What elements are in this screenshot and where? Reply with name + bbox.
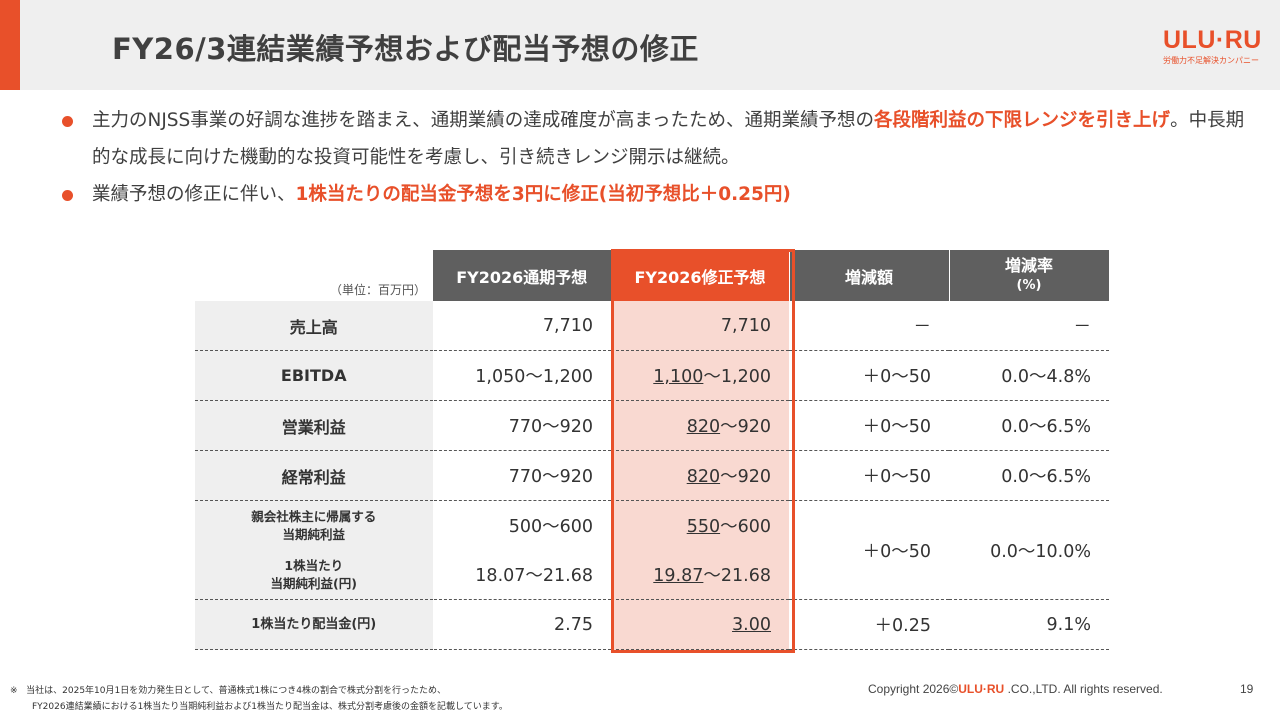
bullet-text: 主力のNJSS事業の好調な進捗を踏まえ、通期業績の達成確度が高まったため、通期業…: [92, 110, 875, 131]
copyright-logo: ULU·RU: [958, 682, 1005, 696]
header-band: [20, 0, 1280, 90]
header-rate-line1: 増減率: [1004, 255, 1053, 275]
revised-text: ～1,200: [703, 367, 771, 387]
table-row: 経常利益 770～920 820～920 ＋0～50 0.0～6.5%: [195, 450, 1109, 501]
page-number: 19: [1240, 682, 1254, 696]
bullet-text: 業績予想の修正に伴い、: [92, 184, 296, 205]
revised-value: 820～920: [611, 400, 789, 451]
rate-value: 0.0～6.5%: [949, 450, 1109, 501]
header-plan: FY2026通期予想: [433, 250, 612, 301]
header-rate: 増減率 (%): [949, 250, 1110, 301]
plan-value: 500～600: [508, 517, 593, 537]
table-row: 1株当たり配当金(円) 2.75 3.00 ＋0.25 9.1%: [195, 599, 1109, 650]
summary-bullets: 主力のNJSS事業の好調な進捗を踏まえ、通期業績の達成確度が高まったため、通期業…: [62, 102, 1252, 213]
header-corner: [195, 250, 433, 301]
header-revised: FY2026修正予想: [611, 250, 790, 301]
header-rate-line2: (%): [1016, 277, 1042, 293]
table-row: 営業利益 770～920 820～920 ＋0～50 0.0～6.5%: [195, 400, 1109, 451]
row-label-line2: 当期純利益: [282, 526, 345, 542]
rate-value: 0.0～10.0%: [949, 500, 1109, 600]
logo-tagline: 労働力不足解決カンパニー: [1163, 56, 1259, 65]
row-label: 親会社株主に帰属する 当期純利益: [195, 500, 434, 550]
revised-changed: 550: [686, 517, 721, 537]
table-row: 売上高 7,710 7,710 － －: [195, 301, 1109, 351]
bullet-text: 。中長期的な成長に向けた機動的な投資可能性を考慮し、引き続きレンジ開示は継続。: [92, 110, 1245, 168]
footnote: ※ 当社は、2025年10月1日を効力発生日として、普通株式1株につき4株の割合…: [10, 683, 508, 715]
diff-value: ＋0～50: [789, 450, 949, 501]
copyright: Copyright 2026©ULU·RU .CO.,LTD. All righ…: [868, 682, 1163, 696]
bullet-dot-icon: [62, 116, 73, 127]
table-row: EBITDA 1,050～1,200 1,100～1,200 ＋0～50 0.0…: [195, 350, 1109, 401]
footnote-line1: 当社は、2025年10月1日を効力発生日として、普通株式1株につき4株の割合で株…: [26, 686, 446, 696]
company-logo: ULU·RU 労働力不足解決カンパニー: [1163, 28, 1263, 66]
diff-value: ＋0～50: [789, 350, 949, 401]
copyright-text: Copyright 2026©: [868, 682, 959, 696]
revised-text: ～920: [720, 417, 771, 437]
diff-value: －: [789, 301, 949, 351]
plan-value: 2.75: [433, 599, 611, 650]
revised-value: 550～600: [611, 500, 789, 550]
footnote-mark: ※: [10, 686, 18, 696]
revised-value: 19.87～21.68: [611, 550, 789, 600]
rate-value: 0.0～4.8%: [949, 350, 1109, 401]
row-label-line1: 親会社株主に帰属する: [251, 508, 377, 524]
table-header-row: FY2026通期予想 FY2026修正予想 増減額 増減率 (%): [195, 250, 1110, 301]
revised-changed: 19.87: [653, 566, 704, 586]
revised-changed: 820: [686, 467, 721, 487]
revised-text: 7,710: [720, 315, 771, 336]
revised-text: ～600: [720, 517, 771, 537]
revised-changed: 3.00: [732, 614, 771, 635]
row-label-line1: 1株当たり: [284, 557, 344, 573]
row-label: 1株当たり配当金(円): [195, 599, 434, 650]
plan-value: 1,050～1,200: [433, 350, 611, 401]
bullet-highlight: 1株当たりの配当金予想を3円に修正(当初予想比＋0.25円): [295, 184, 791, 205]
accent-bar: [0, 0, 20, 90]
diff-value: ＋0～50: [789, 500, 949, 600]
row-label: 1株当たり 当期純利益(円): [195, 550, 434, 600]
footnote-line2: FY2026連結業績における1株当たり当期純利益および1株当たり配当金は、株式分…: [32, 702, 508, 712]
plan-value: 770～920: [433, 450, 611, 501]
forecast-table: FY2026通期予想 FY2026修正予想 増減額 増減率 (%) 売上高 7,…: [195, 250, 1110, 650]
bullet-item: 業績予想の修正に伴い、1株当たりの配当金予想を3円に修正(当初予想比＋0.25円…: [62, 176, 1252, 213]
page-title: FY26/3連結業績予想および配当予想の修正: [112, 32, 699, 66]
rate-value: －: [949, 301, 1109, 351]
revised-changed: 820: [686, 417, 721, 437]
row-label: 売上高: [195, 301, 434, 351]
header-diff: 増減額: [789, 250, 950, 301]
revised-changed: 1,100: [653, 367, 704, 387]
logo-wordmark: ULU·RU: [1163, 26, 1262, 54]
revised-value: 820～920: [611, 450, 789, 501]
rate-value: 0.0～6.5%: [949, 400, 1109, 451]
row-label: 営業利益: [195, 400, 434, 451]
bullet-item: 主力のNJSS事業の好調な進捗を踏まえ、通期業績の達成確度が高まったため、通期業…: [62, 102, 1252, 176]
plan-value: 7,710: [433, 301, 611, 351]
bullet-dot-icon: [62, 190, 73, 201]
revised-text: ～21.68: [703, 566, 771, 586]
revised-text: ～920: [720, 467, 771, 487]
revised-value: 3.00: [611, 599, 789, 650]
plan-value: 770～920: [433, 400, 611, 451]
plan-value: 18.07～21.68: [433, 550, 611, 600]
row-label-line2: 当期純利益(円): [270, 575, 357, 591]
diff-value: ＋0.25: [789, 599, 949, 650]
copyright-text: .CO.,LTD. All rights reserved.: [1004, 682, 1163, 696]
diff-value: ＋0～50: [789, 400, 949, 451]
row-label: 経常利益: [195, 450, 434, 501]
bullet-highlight: 各段階利益の下限レンジを引き上げ: [874, 110, 1171, 131]
rate-value: 9.1%: [949, 599, 1109, 650]
unit-label: （単位：百万円）: [329, 283, 426, 297]
table-row: 1株当たり 当期純利益(円) 18.07～21.68 19.87～21.68: [195, 550, 1109, 600]
table-row: 親会社株主に帰属する 当期純利益 500～600 550～600 ＋0～50 0…: [195, 500, 1109, 600]
row-label: EBITDA: [195, 350, 434, 401]
revised-value: 1,100～1,200: [611, 350, 789, 401]
revised-value: 7,710: [611, 301, 789, 351]
